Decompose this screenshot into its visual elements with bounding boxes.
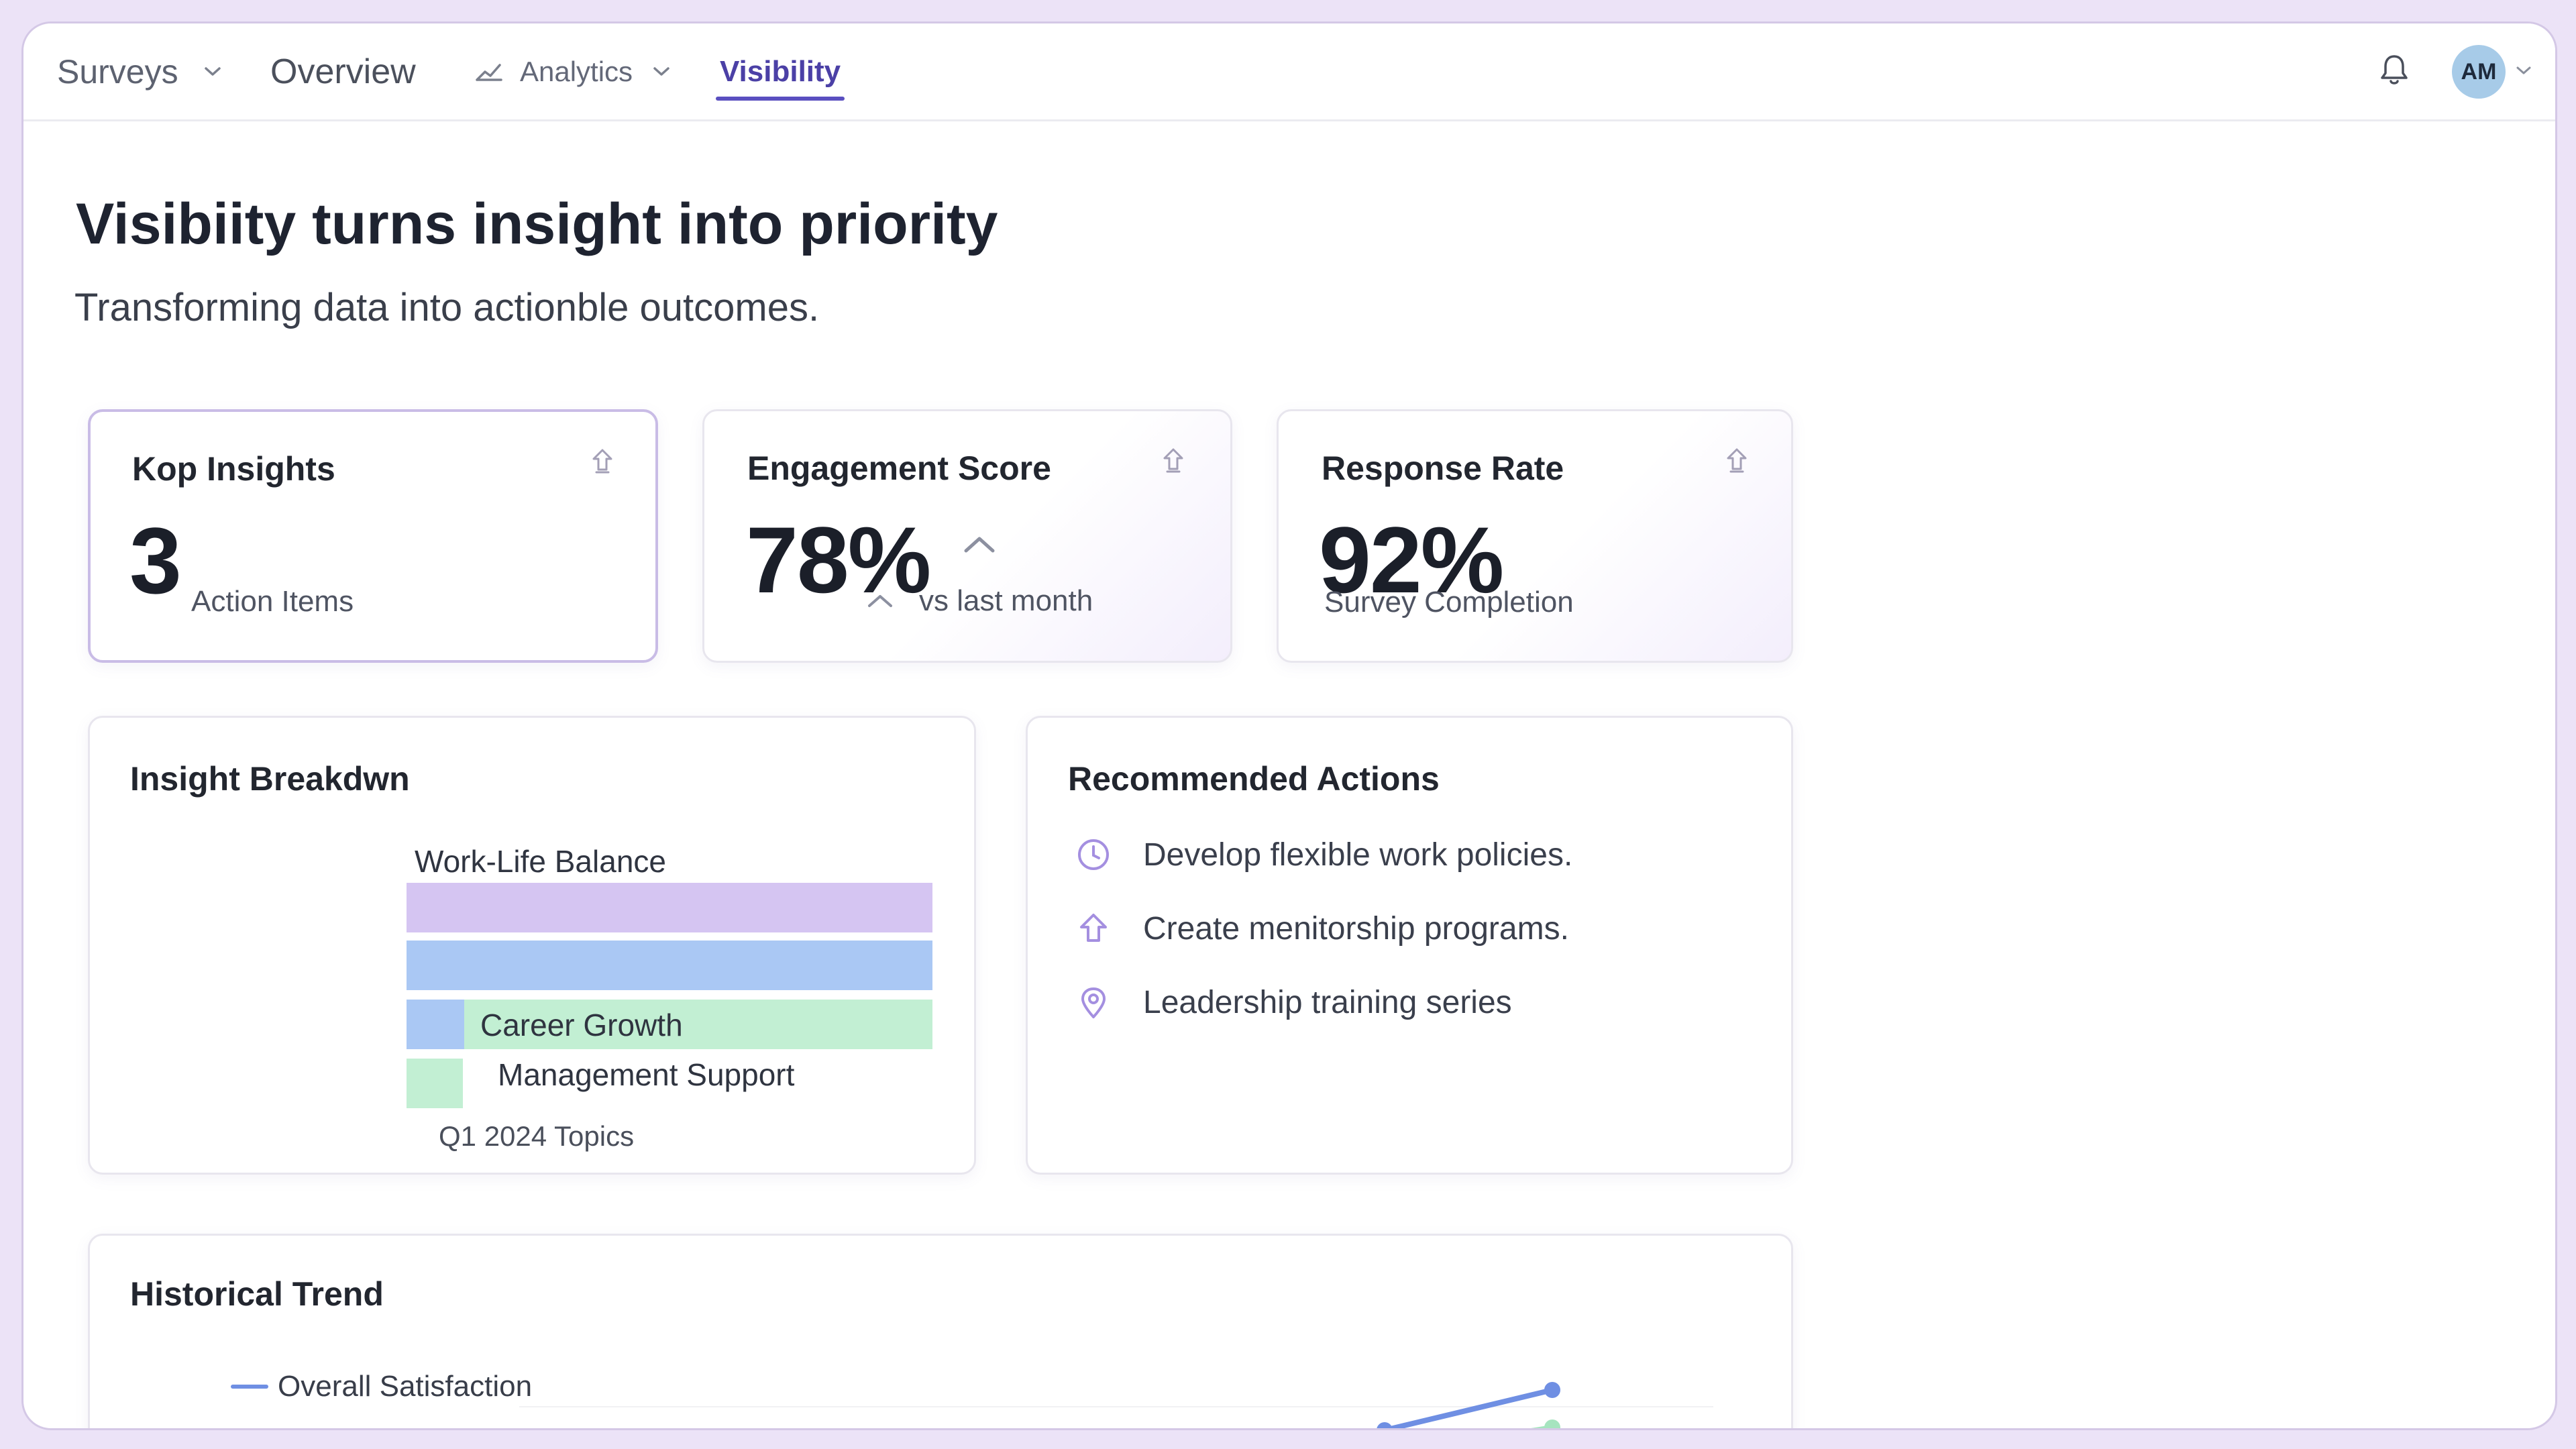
- historical-trend-card: Historical Trend Overall Satisfaction: [88, 1234, 1793, 1428]
- insight-breakdown-card: Insight Breakdwn Work-Life Balance Career…: [88, 716, 976, 1175]
- chart-line-icon: [474, 60, 504, 84]
- recommended-actions-card: Recommended Actions Develop flexible wor…: [1026, 716, 1793, 1175]
- action-item-flexible-work[interactable]: Develop flexible work policies.: [1075, 836, 1572, 873]
- trend-chart: [519, 1382, 1713, 1428]
- page-title: Visibiity turns insight into priority: [76, 192, 998, 256]
- trend-point: [1377, 1422, 1393, 1428]
- refresh-icon[interactable]: [1158, 445, 1189, 476]
- user-menu[interactable]: AM: [2452, 44, 2532, 100]
- engagement-label: vs last month: [919, 584, 1093, 617]
- nav-overview-label: Overview: [270, 52, 416, 91]
- nav-analytics-label: Analytics: [520, 55, 633, 87]
- actions-title: Recommended Actions: [1068, 760, 1440, 798]
- refresh-icon[interactable]: [1721, 445, 1752, 476]
- trend-title: Historical Trend: [130, 1275, 384, 1313]
- clock-icon: [1075, 836, 1112, 873]
- trend-up-icon: [959, 531, 1000, 561]
- engagement-card[interactable]: Engagement Score 78% vs last month: [702, 409, 1232, 663]
- engagement-card-title: Engagement Score: [747, 449, 1051, 487]
- nav-overview[interactable]: Overview: [270, 23, 416, 119]
- action-item-mentorship[interactable]: Create menitorship programs.: [1075, 910, 1569, 947]
- refresh-icon[interactable]: [587, 445, 618, 476]
- breakdown-axis-label: Q1 2024 Topics: [439, 1120, 634, 1152]
- nav-visibility-label: Visibility: [720, 54, 841, 88]
- engagement-value: 78%: [746, 507, 931, 612]
- insights-value: 3: [129, 508, 182, 613]
- action-item-label: Develop flexible work policies.: [1143, 837, 1573, 873]
- insights-card-title: Kop Insights: [132, 450, 335, 488]
- chevron-up-icon: [864, 590, 896, 614]
- breakdown-category-label: Work-Life Balance: [415, 844, 666, 879]
- trend-legend: Overall Satisfaction: [231, 1370, 532, 1403]
- action-item-label: Leadership training series: [1143, 984, 1512, 1020]
- trend-point: [1544, 1419, 1560, 1428]
- action-item-leadership[interactable]: Leadership training series: [1075, 983, 1512, 1021]
- nav-visibility-tab[interactable]: Visibility: [716, 23, 845, 119]
- response-card[interactable]: Response Rate 92% Survey Completion: [1277, 409, 1793, 663]
- chevron-down-icon: [651, 65, 672, 78]
- breakdown-bar: [407, 1000, 932, 1049]
- trend-point: [1544, 1382, 1560, 1398]
- chevron-down-icon: [2515, 64, 2532, 80]
- legend-label: Overall Satisfaction: [278, 1370, 533, 1403]
- response-value: 92%: [1319, 507, 1504, 612]
- nav-analytics[interactable]: Analytics: [474, 23, 672, 119]
- page-subtitle: Transforming data into actionble outcome…: [74, 286, 820, 329]
- active-tab-indicator: [716, 97, 845, 101]
- breakdown-title: Insight Breakdwn: [130, 760, 410, 798]
- insights-card[interactable]: Kop Insights 3 Action Items: [88, 409, 658, 663]
- breakdown-category-label: Management Support: [498, 1057, 795, 1092]
- chevron-down-icon: [203, 65, 223, 78]
- nav-surveys[interactable]: Surveys: [57, 23, 223, 119]
- breakdown-bar: [407, 1059, 463, 1108]
- breakdown-category-label: Career Growth: [480, 1008, 683, 1042]
- breakdown-bar: [407, 941, 932, 990]
- response-label: Survey Completion: [1324, 586, 1574, 619]
- legend-swatch: [231, 1385, 268, 1389]
- avatar[interactable]: AM: [2452, 45, 2506, 99]
- breakdown-bar-segment: [407, 1000, 464, 1049]
- breakdown-chart: Work-Life Balance Career Growth Management…: [407, 844, 932, 1152]
- top-nav: Surveys Overview Analytics Visibility: [23, 23, 2555, 121]
- location-pin-icon: [1075, 983, 1112, 1021]
- action-item-label: Create menitorship programs.: [1143, 910, 1569, 947]
- insights-label: Action Items: [191, 585, 354, 618]
- avatar-initials: AM: [2461, 58, 2497, 85]
- trend-series-line: [1379, 1387, 1555, 1428]
- bell-icon[interactable]: [2374, 50, 2414, 91]
- app-window: Surveys Overview Analytics Visibility: [21, 21, 2557, 1430]
- arrow-up-icon: [1075, 910, 1112, 947]
- response-card-title: Response Rate: [1322, 449, 1564, 487]
- breakdown-bar: [407, 883, 932, 932]
- nav-surveys-label: Surveys: [57, 52, 178, 91]
